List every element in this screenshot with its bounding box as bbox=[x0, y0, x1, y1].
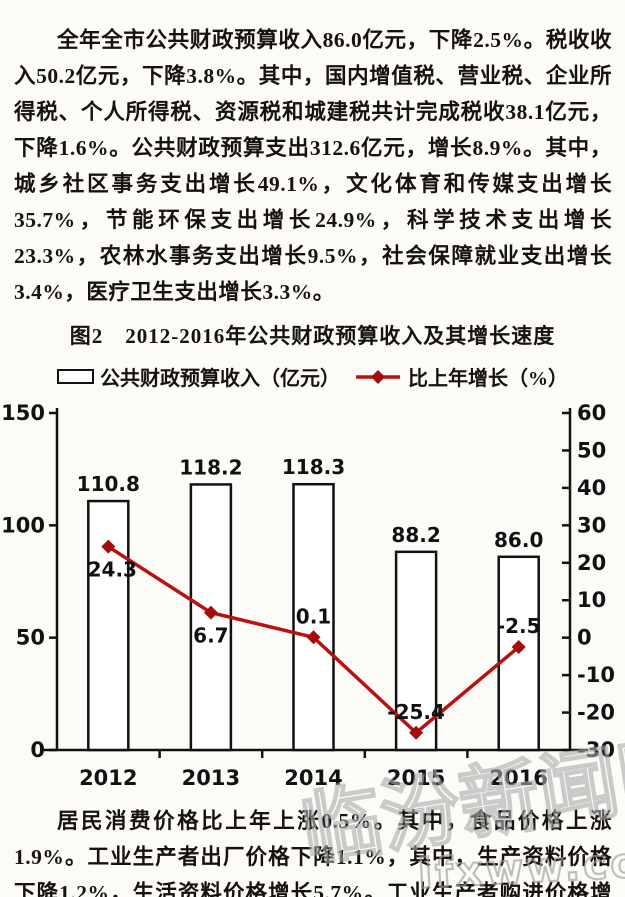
line-marker-2016 bbox=[511, 640, 526, 655]
body-text-run: 。其中，食品价格上涨 bbox=[371, 809, 612, 833]
stat-value: 2.5% bbox=[473, 28, 524, 52]
bar-2015 bbox=[394, 550, 438, 752]
right-axis-tick-label: 40 bbox=[577, 476, 606, 500]
right-axis-tick-label: -20 bbox=[577, 701, 615, 725]
body-text-run: ，农林水事务支出增长 bbox=[75, 244, 308, 268]
body-text-run: 。工业生产者购进价格增长 bbox=[363, 881, 612, 897]
combo-chart-canvas: 0 50 100 150 -30 -20 -10 0 10 20 30 40 50 60 110.8 118.… bbox=[1, 401, 615, 790]
right-axis-tick-label: 10 bbox=[577, 588, 606, 612]
left-axis-tick-label: 150 bbox=[1, 401, 45, 425]
body-text-run: ，文化体育和传媒支出增长 bbox=[319, 172, 612, 196]
right-axis-tick-label: 30 bbox=[577, 513, 606, 537]
right-axis-tick-label: -10 bbox=[577, 663, 615, 687]
body-text-run: 。其中，国内增值税、营业税、企业所得税、个人所得税、资源税和城建税共计完成税收 bbox=[14, 64, 612, 124]
line-value-label: -2.5 bbox=[497, 614, 541, 638]
line-marker-2014 bbox=[306, 630, 321, 645]
body-text-run: 。其中，城乡社区事务支出增长 bbox=[14, 136, 612, 196]
chart-legend: 公共财政预算收入（亿元） 比上年增长（%） bbox=[0, 362, 625, 391]
stat-value: 49.1% bbox=[257, 172, 320, 196]
stat-value: 35.7% bbox=[14, 208, 76, 232]
x-category-label: 2013 bbox=[182, 766, 240, 790]
bar-value-label: 86.0 bbox=[494, 528, 543, 552]
stat-value: 1.2% bbox=[59, 881, 110, 897]
body-text-run: ，生活资料价格增长 bbox=[109, 881, 314, 897]
figure-2-chart: 0 50 100 150 -30 -20 -10 0 10 20 30 40 50 60 110.8 118.… bbox=[0, 395, 625, 795]
stat-value: 1.1% bbox=[335, 845, 387, 869]
body-text-run: 。工业生产者出厂价格下降 bbox=[64, 845, 336, 869]
stat-value: 24.9% bbox=[315, 208, 377, 232]
right-axis-tick-label: 0 bbox=[577, 626, 592, 650]
line-marker-icon bbox=[356, 369, 400, 384]
paragraph-consumer-prices: 居民消费价格比上年上涨0.5%。其中，食品价格上涨 1.9%。工业生产者出厂价格下… bbox=[0, 803, 625, 897]
stat-value: 1.9% bbox=[14, 845, 65, 869]
body-text-run: 全年全市公共财政预算收入 bbox=[57, 28, 323, 52]
stat-value: 38.1 bbox=[505, 100, 545, 124]
stat-value: 23.3% bbox=[14, 244, 76, 268]
x-category-label: 2016 bbox=[489, 766, 547, 790]
body-text-run: 。 bbox=[312, 280, 335, 304]
right-axis-tick-label: -30 bbox=[577, 738, 615, 762]
line-marker-2012 bbox=[101, 539, 116, 554]
body-text-run: ，社会保障就业支出增长 bbox=[358, 244, 612, 268]
line-value-label: 6.7 bbox=[193, 624, 228, 648]
stat-value: 3.4% bbox=[14, 280, 65, 304]
stat-value: 5.7% bbox=[313, 881, 364, 897]
bar-value-label: 88.2 bbox=[391, 523, 440, 547]
line-value-label: 24.3 bbox=[88, 558, 137, 582]
bar-value-label: 118.3 bbox=[282, 455, 345, 479]
x-category-label: 2015 bbox=[387, 766, 445, 790]
stat-value: 0.5% bbox=[321, 809, 372, 833]
stat-value: 1.6% bbox=[58, 136, 109, 160]
body-text-run: ，其中，生产资料价格下降 bbox=[14, 845, 612, 897]
body-text-run: ，科学技术支出增长 bbox=[376, 208, 612, 232]
line-value-label: 0.1 bbox=[296, 604, 331, 628]
left-axis-tick-label: 0 bbox=[30, 738, 45, 762]
body-text-run: 。税收收入 bbox=[14, 28, 612, 88]
x-category-label: 2014 bbox=[284, 766, 342, 790]
left-axis-tick-label: 100 bbox=[1, 513, 45, 537]
body-text-run: ，医疗卫生支出增长 bbox=[64, 280, 263, 304]
stat-value: 3.3% bbox=[262, 280, 313, 304]
stat-value: 86.0 bbox=[322, 28, 363, 52]
stat-value: 8.9% bbox=[472, 136, 523, 160]
body-text-run: ，节能环保支出增长 bbox=[75, 208, 316, 232]
left-axis-tick-label: 50 bbox=[16, 626, 45, 650]
paragraph-public-finance: 全年全市公共财政预算收入86.0亿元，下降2.5%。税收收入50.2亿元，下降3… bbox=[0, 0, 625, 310]
right-axis-tick-label: 50 bbox=[577, 438, 606, 462]
legend-bar-label: 公共财政预算收入（亿元） bbox=[100, 368, 340, 390]
line-marker-2013 bbox=[203, 605, 218, 620]
stat-value: 312.6 bbox=[309, 136, 361, 160]
bar-value-label: 118.2 bbox=[179, 455, 242, 479]
x-category-label: 2012 bbox=[79, 766, 137, 790]
bar-2014 bbox=[292, 482, 335, 752]
legend-line-label: 比上年增长（%） bbox=[408, 368, 568, 390]
line-value-label: -25.4 bbox=[387, 700, 445, 724]
legend-item-line: 比上年增长（%） bbox=[354, 362, 568, 391]
chart-title: 图2 2012-2016年公共财政预算收入及其增长速度 bbox=[69, 324, 556, 348]
body-text-run: 居民消费价格比上年上涨 bbox=[57, 809, 322, 833]
body-text-run: 亿元，下降 bbox=[14, 100, 612, 160]
body-text-run: 亿元，增长 bbox=[360, 136, 473, 160]
stat-value: 3.8% bbox=[186, 64, 237, 88]
stat-value: 9.5% bbox=[307, 244, 358, 268]
bar-swatch-icon bbox=[57, 369, 94, 384]
body-text-run: 。公共财政预算支出 bbox=[108, 136, 310, 160]
bar-2012 bbox=[87, 499, 130, 752]
body-text-run: 亿元，下降 bbox=[362, 28, 474, 52]
stat-value: 50.2 bbox=[36, 64, 76, 88]
legend-item-bar: 公共财政预算收入（亿元） bbox=[57, 362, 340, 391]
right-axis-tick-label: 20 bbox=[577, 551, 606, 575]
right-axis-tick-label: 60 bbox=[577, 401, 606, 425]
bar-value-label: 110.8 bbox=[77, 472, 140, 496]
body-text-run: 亿元，下降 bbox=[75, 64, 187, 88]
line-marker-2015 bbox=[409, 725, 424, 740]
